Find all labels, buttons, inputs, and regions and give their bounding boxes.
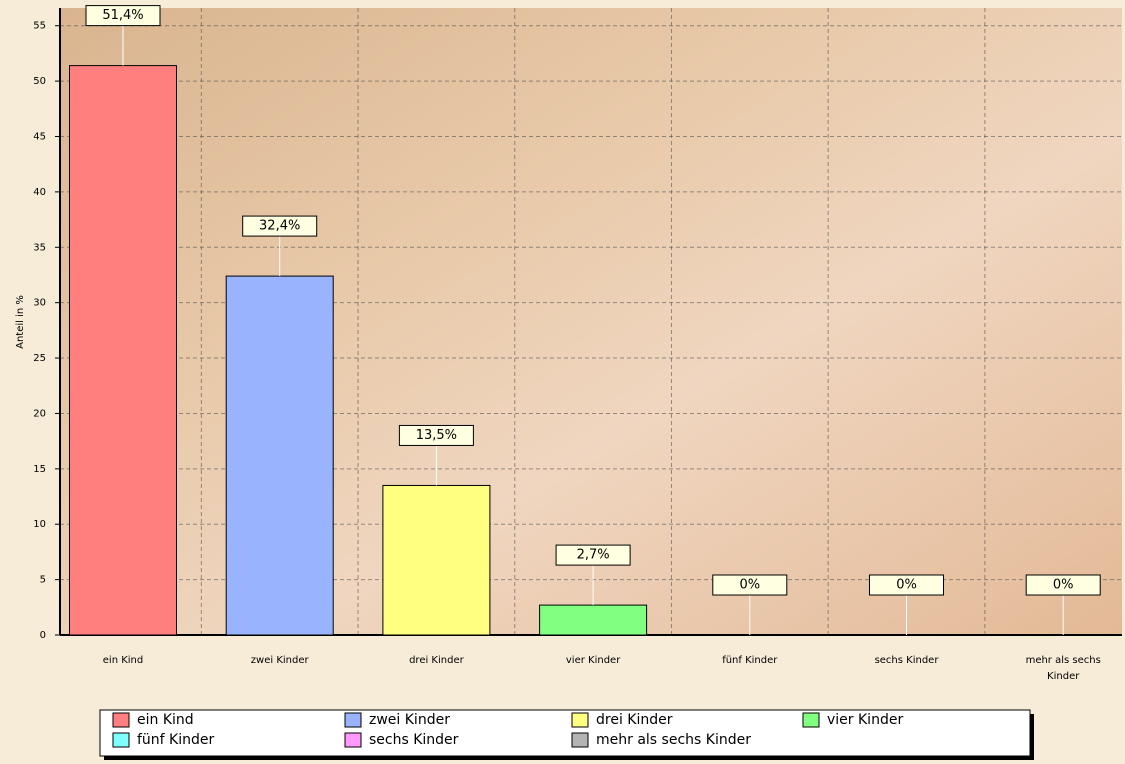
legend-label: fünf Kinder	[137, 732, 214, 748]
x-tick-label: sechs Kinder	[875, 655, 940, 666]
y-tick-label: 10	[33, 519, 46, 530]
y-tick-label: 30	[33, 298, 46, 309]
bar	[382, 484, 491, 636]
plot-background	[60, 8, 1122, 635]
legend-label: vier Kinder	[827, 712, 903, 728]
x-tick-label: zwei Kinder	[251, 655, 310, 666]
value-label-box	[712, 574, 788, 596]
legend-label: sechs Kinder	[369, 732, 459, 748]
value-label-box	[869, 574, 944, 596]
legend	[99, 709, 1031, 757]
x-tick-label: drei Kinder	[409, 655, 465, 666]
bar	[539, 604, 648, 636]
value-label-box	[1025, 574, 1101, 596]
value-label-box	[398, 424, 474, 446]
x-tick-label: ein Kind	[103, 655, 143, 666]
legend-swatch	[112, 732, 130, 748]
y-axis-label: Anteil in %	[15, 295, 26, 349]
legend-label: mehr als sechs Kinder	[596, 732, 751, 748]
value-label-box	[555, 544, 631, 566]
y-tick-label: 55	[33, 21, 46, 32]
legend-swatch	[571, 732, 589, 748]
legend-swatch	[802, 712, 820, 728]
legend-swatch	[571, 712, 589, 728]
value-label: 0%	[1053, 578, 1074, 593]
y-tick-label: 20	[33, 408, 46, 419]
value-label: 2,7%	[577, 548, 610, 563]
x-tick-label: mehr als sechs Kinder	[1026, 655, 1101, 682]
y-tick-label: 35	[33, 242, 46, 253]
y-tick-label: 15	[33, 464, 46, 475]
x-tick-label: vier Kinder	[566, 655, 621, 666]
legend-label: zwei Kinder	[369, 712, 450, 728]
value-label: 32,4%	[259, 219, 300, 234]
legend-swatch	[112, 712, 130, 728]
bar	[225, 275, 334, 636]
value-label: 13,5%	[416, 428, 457, 443]
y-tick-label: 5	[40, 575, 46, 586]
legend-label: drei Kinder	[596, 712, 673, 728]
value-label-box	[85, 5, 161, 27]
bar	[69, 65, 177, 636]
y-tick-label: 50	[33, 76, 46, 87]
y-tick-label: 25	[33, 353, 46, 364]
y-tick-label: 45	[33, 132, 46, 143]
value-label-box	[242, 215, 318, 237]
legend-swatch	[344, 712, 362, 728]
value-label: 51,4%	[102, 8, 143, 23]
legend-swatch	[344, 732, 362, 748]
y-tick-label: 40	[33, 187, 46, 198]
legend-label: ein Kind	[137, 712, 194, 728]
value-label: 0%	[739, 578, 760, 593]
value-label: 0%	[896, 578, 917, 593]
y-tick-label: 0	[40, 630, 46, 641]
x-tick-label: fünf Kinder	[722, 655, 778, 666]
